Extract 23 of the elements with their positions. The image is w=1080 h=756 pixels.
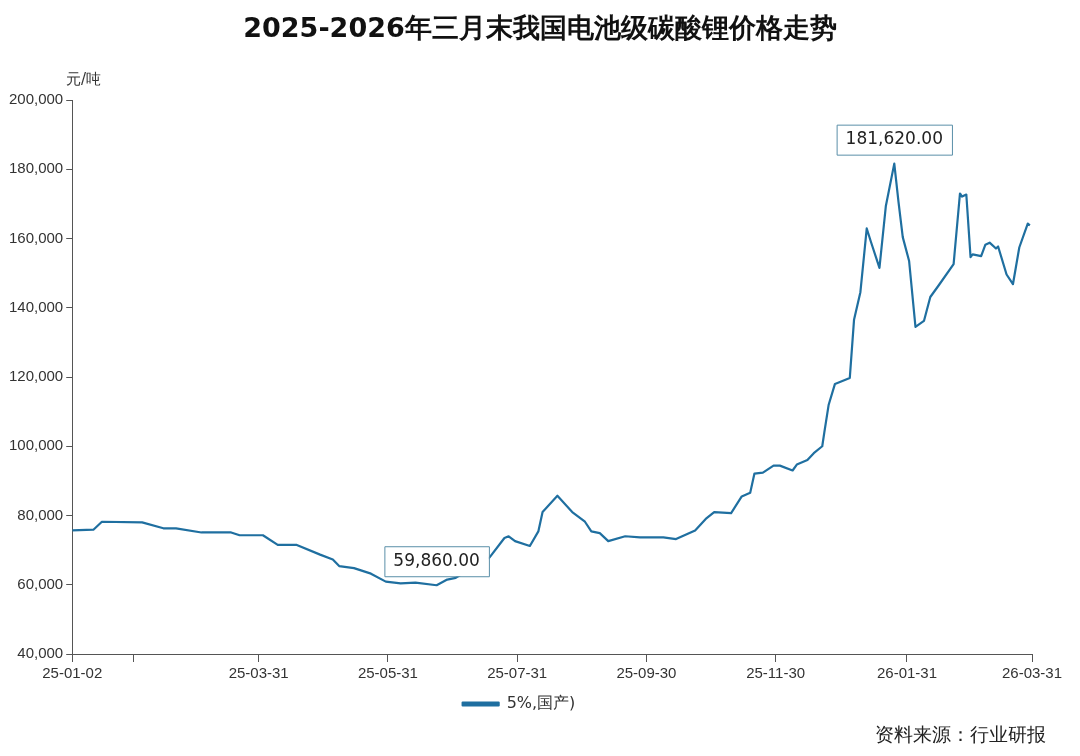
x-tick-label: 25-03-31 <box>228 664 289 682</box>
x-tick-label: 25-01-02 <box>42 664 103 682</box>
annotation: 181,620.00 <box>845 128 943 149</box>
y-tick-label: 140,000 <box>8 297 64 315</box>
x-tick-label: 25-07-31 <box>487 664 548 682</box>
text: 资料来源：行业研报 <box>875 722 1046 747</box>
y-tick-label: 120,000 <box>8 367 64 385</box>
annotation: 59,860.00 <box>393 549 480 570</box>
y-tick-label: 200,000 <box>8 90 64 108</box>
y-tick-label: 180,000 <box>8 159 64 177</box>
y-tick-label: 160,000 <box>8 228 64 246</box>
x-tick-label: 25-09-30 <box>616 664 677 682</box>
chart-title: 2025-2026年三月末我国电池级碳酸锂价格走势 <box>242 11 838 45</box>
x-tick-label: 25-11-30 <box>746 664 806 682</box>
x-tick-label: 26-03-31 <box>1001 664 1063 682</box>
x-tick-label: 26-01-31 <box>876 664 938 682</box>
y-tick-label: 60,000 <box>17 574 64 592</box>
y-tick-label: 80,000 <box>17 505 64 523</box>
x-tick-label: 25-05-31 <box>357 664 418 682</box>
y-tick-label: 100,000 <box>8 436 64 454</box>
y-tick-label: 40,000 <box>17 644 64 662</box>
y-axis-title: 元/吨 <box>66 70 102 89</box>
legend-label: 5%,国产) <box>506 693 576 713</box>
